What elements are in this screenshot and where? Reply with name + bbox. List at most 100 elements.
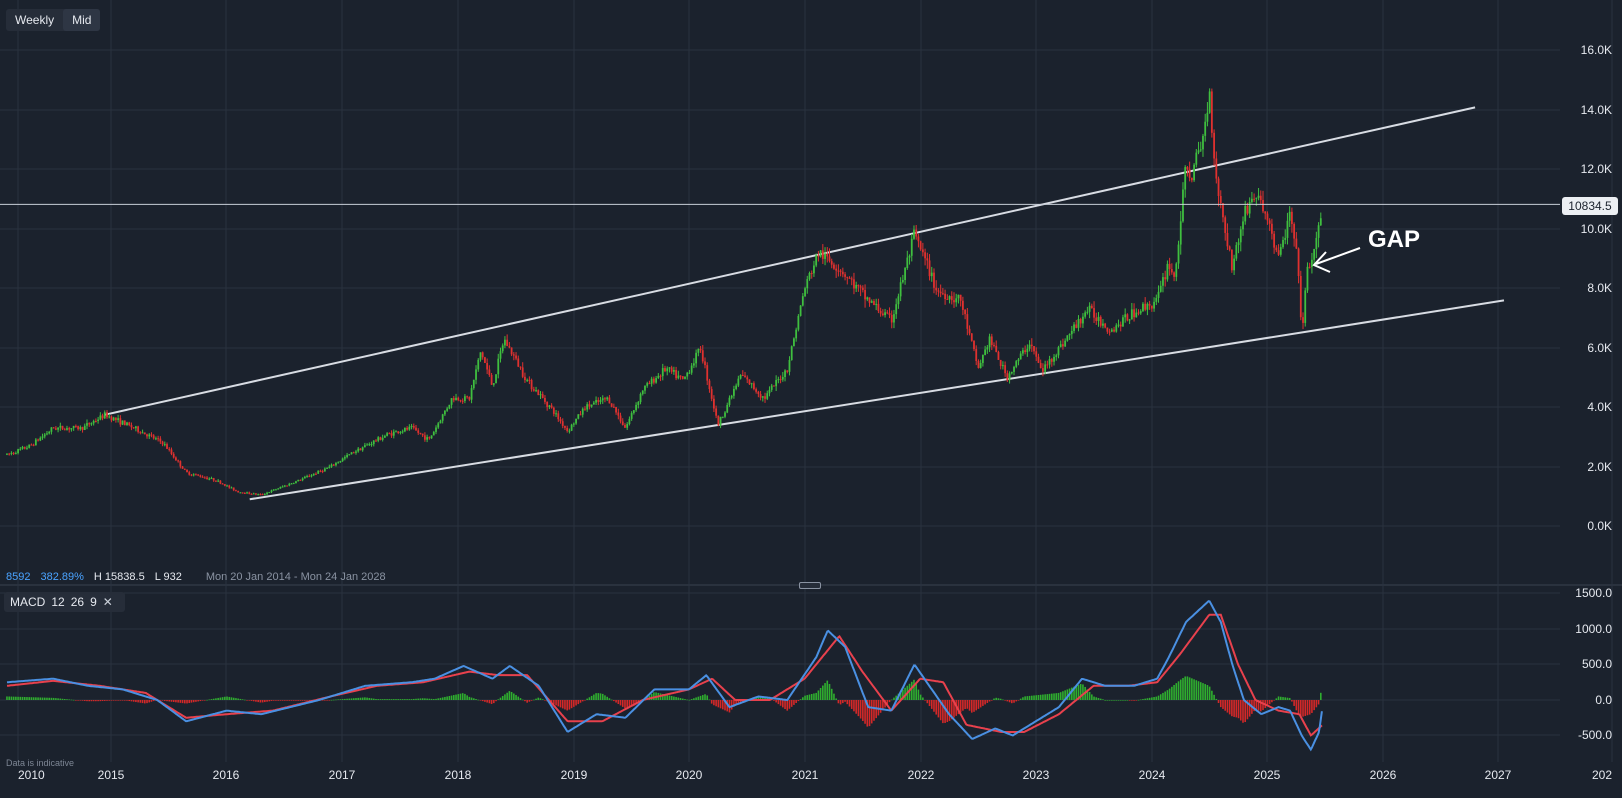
interval-button[interactable]: Weekly — [15, 13, 55, 27]
macd-histogram-bar — [1004, 700, 1006, 701]
candle-body — [572, 423, 575, 425]
macd-histogram-bar — [526, 700, 528, 703]
macd-histogram-bar — [966, 700, 969, 709]
macd-histogram-bar — [721, 700, 724, 710]
candle-body — [112, 417, 115, 421]
candle-body — [1146, 303, 1149, 310]
candle-body — [166, 444, 168, 449]
macd-histogram-bar — [350, 698, 353, 700]
candle-body — [650, 378, 653, 384]
candle-body — [604, 398, 606, 400]
candle-body — [532, 389, 535, 391]
candle-body — [1195, 152, 1198, 165]
macd-histogram-bar — [997, 698, 1000, 700]
macd-histogram-bar — [226, 696, 228, 700]
macd-histogram-bar — [926, 700, 929, 704]
macd-histogram-bar — [328, 700, 331, 701]
candle-body — [212, 478, 215, 481]
candle-body — [192, 474, 195, 476]
macd-histogram-bar — [106, 700, 108, 701]
macd-histogram-bar — [1048, 693, 1051, 700]
candle-body — [670, 367, 673, 372]
macd-histogram-bar — [595, 693, 597, 700]
macd-histogram-bar — [195, 700, 197, 702]
macd-histogram-bar — [1195, 680, 1198, 700]
macd-histogram-bar — [90, 700, 93, 702]
candle-body — [119, 418, 122, 425]
macd-histogram-bar — [988, 700, 991, 702]
candle-body — [901, 280, 904, 283]
macd-histogram-bar — [1193, 679, 1195, 700]
candle-body — [281, 486, 284, 488]
macd-histogram-bar — [1206, 685, 1209, 700]
candle-body — [1286, 220, 1289, 238]
macd-histogram-bar — [1142, 699, 1144, 700]
candle-body — [1248, 202, 1251, 214]
candle-body — [999, 359, 1002, 366]
macd-histogram-bar — [257, 700, 259, 703]
candle-body — [930, 272, 933, 277]
candle-body — [1282, 239, 1284, 248]
gap-annotation-label: GAP — [1368, 226, 1421, 253]
macd-legend-slow: 26 — [70, 595, 85, 609]
candle-body — [444, 410, 446, 415]
candle-body — [957, 294, 960, 299]
candle-body — [266, 492, 268, 495]
candle-body — [481, 352, 484, 358]
candle-body — [893, 314, 895, 323]
macd-histogram-bar — [1135, 700, 1138, 701]
trendline[interactable] — [249, 299, 1505, 501]
candle-body — [866, 297, 869, 300]
candle-body — [317, 470, 320, 474]
candle-body — [970, 333, 973, 341]
macd-histogram-bar — [1233, 700, 1235, 717]
price-type-button[interactable]: Mid — [63, 9, 101, 31]
macd-histogram-bar — [564, 700, 566, 710]
macd-histogram-bar — [68, 699, 71, 701]
macd-histogram-bar — [693, 698, 695, 700]
candle-body — [526, 379, 529, 381]
macd-histogram-bar — [735, 700, 737, 705]
trendline[interactable] — [105, 106, 1476, 416]
candle-body — [250, 493, 253, 495]
candle-body — [323, 468, 326, 472]
candle-body — [337, 462, 340, 464]
macd-histogram-bar — [63, 698, 66, 700]
macd-histogram-bar — [428, 698, 431, 700]
candle-body — [1082, 316, 1084, 324]
candle-body — [1153, 301, 1155, 309]
pane-resize-handle[interactable] — [799, 582, 821, 589]
macd-histogram-bar — [1108, 700, 1111, 701]
macd-histogram-bar — [1208, 686, 1211, 700]
macd-histogram-bar — [1137, 699, 1140, 701]
macd-histogram-bar — [830, 688, 833, 700]
macd-histogram-bar — [1175, 683, 1178, 700]
macd-histogram-bar — [950, 700, 953, 720]
candle-body — [1130, 309, 1133, 320]
macd-histogram-bar — [1079, 683, 1082, 700]
candle-body — [881, 313, 884, 316]
x-tick-label: 2015 — [98, 768, 125, 782]
candle-body — [666, 368, 669, 372]
macd-histogram-bar — [261, 700, 264, 703]
candle-body — [497, 358, 500, 375]
macd-histogram-bar — [1277, 696, 1280, 700]
candle-body — [728, 397, 731, 405]
macd-histogram-bar — [1202, 683, 1204, 700]
candle-body — [859, 286, 862, 288]
macd-histogram-bar — [1104, 700, 1106, 701]
macd-histogram-bar — [1211, 690, 1213, 700]
candle-body — [819, 250, 822, 257]
candle-body — [635, 404, 637, 411]
macd-histogram-bar — [704, 694, 706, 700]
candle-body — [359, 448, 362, 451]
close-icon[interactable]: ✕ — [102, 595, 113, 609]
macd-histogram-bar — [619, 700, 622, 706]
candle-body — [1148, 303, 1151, 306]
x-tick-label: 2025 — [1254, 768, 1281, 782]
candle-body — [1250, 198, 1253, 203]
macd-histogram-bar — [1133, 700, 1135, 701]
candle-body — [706, 365, 709, 381]
